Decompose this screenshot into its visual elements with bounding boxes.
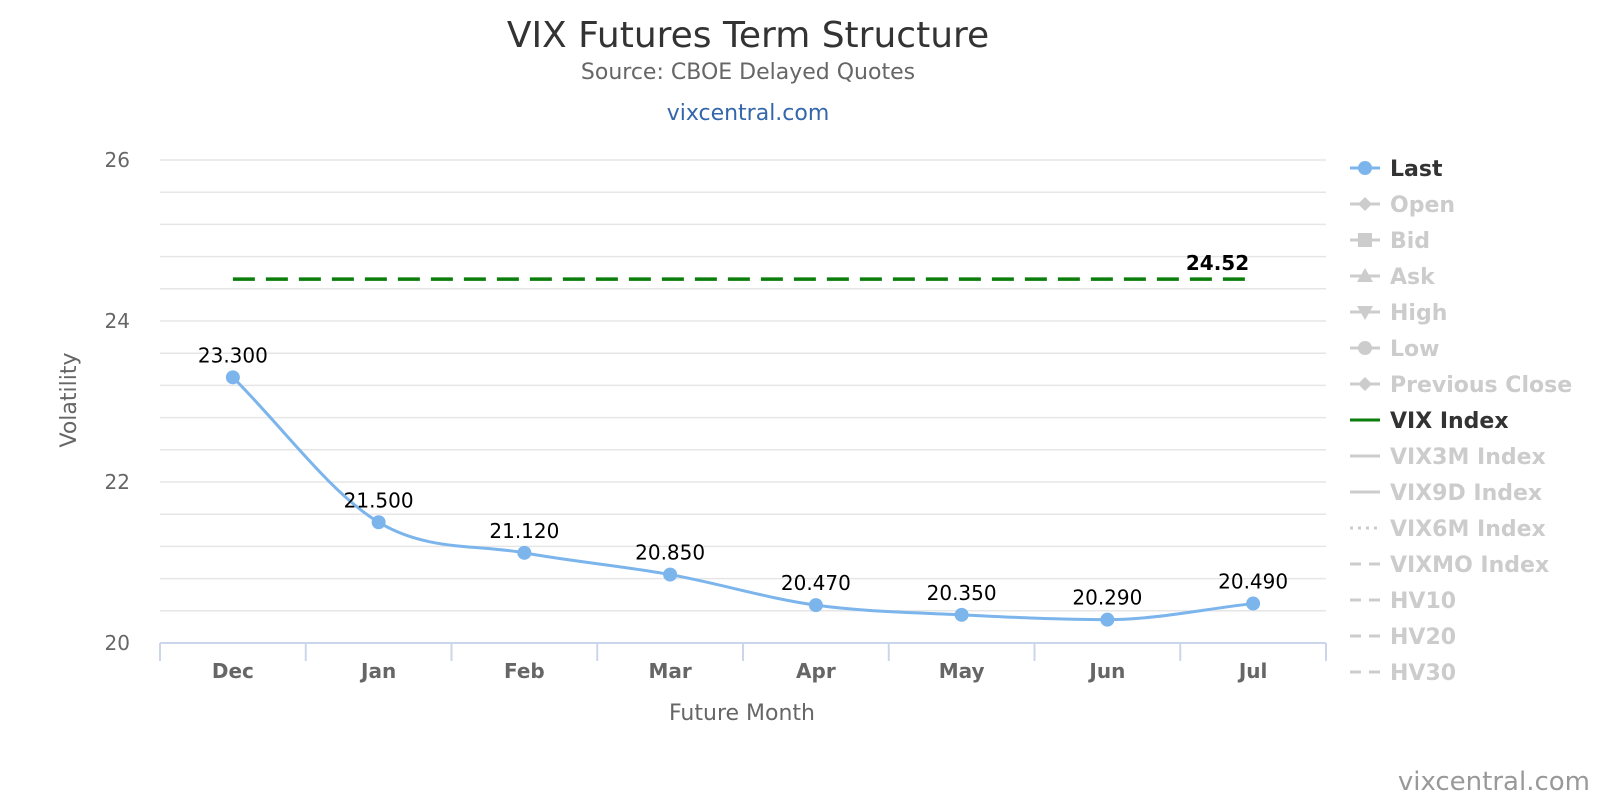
legend-item-label: HV30: [1390, 661, 1456, 686]
legend-item[interactable]: Open: [1350, 193, 1455, 218]
last-series-point[interactable]: [517, 545, 532, 560]
x-tick-label: Dec: [212, 659, 254, 683]
y-tick-label: 26: [105, 148, 130, 172]
legend-item[interactable]: HV10: [1350, 589, 1456, 614]
x-axis: Dec Jan Feb Mar Apr May Jun Jul: [159, 642, 1327, 683]
legend-item[interactable]: HV30: [1350, 661, 1456, 686]
legend-item[interactable]: HV20: [1350, 625, 1456, 650]
last-series-point[interactable]: [954, 607, 969, 622]
last-series-data-label: 20.470: [781, 571, 851, 595]
last-series-point[interactable]: [663, 567, 678, 582]
last-series-data-label: 21.500: [344, 488, 414, 512]
last-series-point[interactable]: [808, 598, 823, 613]
y-axis-ticks: 20 22 24 26: [105, 148, 130, 655]
x-axis-title: Future Month: [669, 701, 815, 726]
legend-circle-marker: [1358, 341, 1372, 355]
legend-item-label: Previous Close: [1390, 373, 1572, 398]
legend-item-label: Bid: [1390, 229, 1430, 254]
last-series-data-label: 20.350: [927, 581, 997, 605]
x-tick-label: Jul: [1237, 659, 1268, 683]
grid-lines: [160, 159, 1326, 612]
legend-triangle-marker: [1357, 268, 1373, 282]
legend: Last Open Bid Ask High Low Previous Close VIX I…: [1350, 157, 1572, 686]
legend-item[interactable]: Previous Close: [1350, 373, 1572, 398]
legend-item-label: HV10: [1390, 589, 1456, 614]
last-series-point[interactable]: [1100, 612, 1115, 627]
legend-item-label: High: [1390, 301, 1447, 326]
legend-item-label: Open: [1390, 193, 1455, 218]
chart-subtitle: Source: CBOE Delayed Quotes: [581, 60, 915, 85]
y-tick-label: 24: [105, 309, 130, 333]
last-series-point[interactable]: [371, 515, 386, 530]
legend-item[interactable]: VIX6M Index: [1350, 517, 1546, 542]
legend-item[interactable]: VIXMO Index: [1350, 553, 1549, 578]
last-series-data-label: 23.300: [198, 343, 268, 367]
legend-item[interactable]: Low: [1350, 337, 1439, 362]
legend-diamond-marker: [1358, 377, 1372, 391]
legend-item-label: Low: [1390, 337, 1439, 362]
y-tick-label: 22: [105, 470, 130, 494]
vix-index-data-label: 24.52: [1186, 251, 1249, 275]
legend-item-label: VIX Index: [1390, 409, 1509, 434]
legend-item-label: Ask: [1390, 265, 1436, 290]
credit-watermark[interactable]: vixcentral.com: [1398, 767, 1590, 797]
legend-triangle-down-marker: [1357, 306, 1373, 320]
legend-item[interactable]: Ask: [1350, 265, 1436, 290]
legend-item-label: Last: [1390, 157, 1443, 182]
legend-item[interactable]: VIX Index: [1350, 409, 1509, 434]
last-series-data-label: 20.850: [635, 541, 705, 565]
legend-item[interactable]: VIX9D Index: [1350, 481, 1542, 506]
legend-item-label: VIX6M Index: [1390, 517, 1546, 542]
data-labels: 24.52 23.300 21.500 21.120 20.850 20.470 20.35…: [198, 251, 1288, 610]
x-tick-label: Jun: [1087, 659, 1125, 683]
x-tick-label: Feb: [504, 659, 545, 683]
last-series-data-label: 20.490: [1218, 570, 1288, 594]
legend-item[interactable]: Bid: [1350, 229, 1430, 254]
x-tick-label: Apr: [796, 659, 836, 683]
legend-item-label: VIX3M Index: [1390, 445, 1546, 470]
last-series-point[interactable]: [1246, 596, 1261, 611]
legend-diamond-marker: [1358, 197, 1372, 211]
legend-circle-marker: [1358, 161, 1372, 175]
x-tick-label: Jan: [359, 659, 396, 683]
last-series-point[interactable]: [225, 370, 240, 385]
y-tick-label: 20: [105, 631, 130, 655]
series-layer: [225, 277, 1261, 627]
legend-item[interactable]: VIX3M Index: [1350, 445, 1546, 470]
x-tick-label: May: [939, 659, 985, 683]
legend-item-label: VIX9D Index: [1390, 481, 1542, 506]
legend-item-label: VIXMO Index: [1390, 553, 1549, 578]
last-series-data-label: 21.120: [489, 519, 559, 543]
last-series-data-label: 20.290: [1072, 586, 1142, 610]
legend-square-marker: [1358, 233, 1372, 247]
x-tick-label: Mar: [648, 659, 691, 683]
legend-item[interactable]: High: [1350, 301, 1447, 326]
legend-item-label: HV20: [1390, 625, 1456, 650]
y-axis-title: Volatility: [57, 352, 82, 447]
legend-item[interactable]: Last: [1350, 157, 1443, 182]
source-link[interactable]: vixcentral.com: [667, 101, 830, 126]
chart-title: VIX Futures Term Structure: [507, 15, 989, 56]
